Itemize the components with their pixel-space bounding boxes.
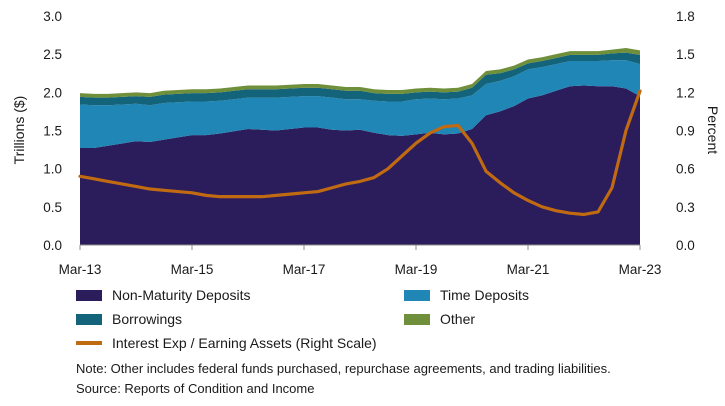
y-tick-labels: 0.0 0.5 1.0 1.5 2.0 2.5 3.0: [43, 9, 62, 253]
legend-item-time-deposits: Time Deposits: [404, 287, 529, 303]
y2-tick-label: 0.9: [676, 124, 695, 139]
legend-label-time-deposits: Time Deposits: [440, 287, 529, 303]
y-axis-title: Trillions ($): [11, 96, 27, 165]
x-tick-label: Mar-17: [283, 262, 326, 277]
legend-swatch-other: [404, 313, 430, 325]
y2-tick-label: 1.8: [676, 9, 695, 24]
x-tick-labels: Mar-13 Mar-15 Mar-17 Mar-19 Mar-21 Mar-23: [59, 262, 662, 277]
y-tick-label: 0.0: [43, 238, 62, 253]
legend-swatch-borrowings: [76, 313, 102, 325]
y2-tick-label: 0.3: [676, 200, 695, 215]
y-tick-label: 2.5: [43, 47, 62, 62]
legend-item-interest: Interest Exp / Earning Assets (Right Sca…: [76, 335, 377, 351]
legend-item-other: Other: [404, 311, 475, 327]
y2-tick-label: 0.0: [676, 238, 695, 253]
y-tick-label: 2.0: [43, 85, 62, 100]
y-tick-label: 1.0: [43, 162, 62, 177]
y2-tick-label: 1.5: [676, 47, 695, 62]
y2-tick-labels: 0.0 0.3 0.6 0.9 1.2 1.5 1.8: [676, 9, 695, 253]
y-tick-label: 0.5: [43, 200, 62, 215]
legend-swatch-time-deposits: [404, 289, 430, 301]
x-tick-label: Mar-21: [507, 262, 550, 277]
legend-label-other: Other: [440, 311, 476, 327]
chart-note: Note: Other includes federal funds purch…: [76, 361, 611, 376]
legend-label-interest: Interest Exp / Earning Assets (Right Sca…: [112, 335, 377, 351]
area-series-1: [80, 60, 640, 149]
area-series-0: [80, 85, 640, 246]
y-tick-label: 1.5: [43, 124, 62, 139]
chart-source: Source: Reports of Condition and Income: [76, 381, 315, 396]
axes: [79, 244, 641, 250]
y2-tick-label: 0.6: [676, 162, 695, 177]
x-tick-label: Mar-13: [59, 262, 102, 277]
stacked-areas: [80, 48, 640, 246]
x-tick-label: Mar-19: [395, 262, 438, 277]
area-series-3: [80, 48, 640, 98]
line-layer: [78, 89, 642, 217]
y-tick-label: 3.0: [43, 9, 62, 24]
legend-swatch-interest: [76, 341, 102, 345]
x-tick-label: Mar-23: [619, 262, 662, 277]
line-interest-exp: [78, 89, 642, 217]
legend-swatch-non-maturity: [76, 289, 102, 301]
legend-label-non-maturity: Non-Maturity Deposits: [112, 287, 251, 303]
y2-tick-label: 1.2: [676, 85, 695, 100]
area-series-2: [80, 52, 640, 106]
legend-label-borrowings: Borrowings: [112, 311, 183, 327]
legend-item-borrowings: Borrowings: [76, 311, 182, 327]
chart: 0.0 0.5 1.0 1.5 2.0 2.5 3.0 0.0 0.3 0.6 0.9 1.2 1.5…: [11, 9, 721, 277]
x-tick-label: Mar-15: [171, 262, 214, 277]
y2-axis-title: Percent: [705, 106, 721, 154]
legend-item-non-maturity: Non-Maturity Deposits: [76, 287, 251, 303]
